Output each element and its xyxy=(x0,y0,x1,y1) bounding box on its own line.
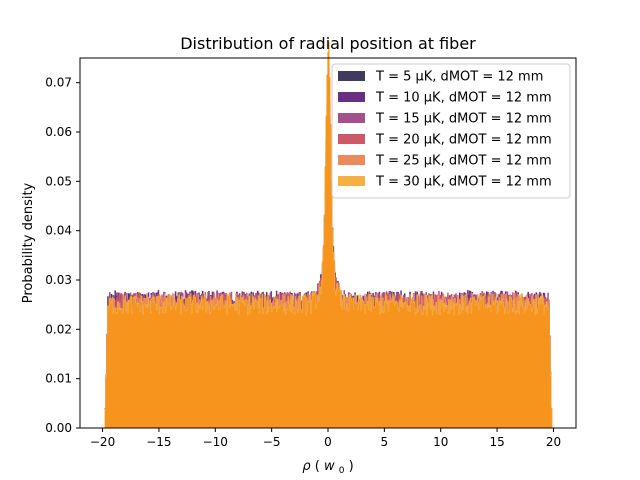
legend-label: T = 5 μK, dMOT = 12 mm xyxy=(375,70,543,85)
legend-label: T = 20 μK, dMOT = 12 mm xyxy=(375,133,552,148)
x-tick-label: 10 xyxy=(433,435,448,449)
x-tick-label: 15 xyxy=(489,435,504,449)
y-tick-label: 0.03 xyxy=(45,273,72,287)
series-bars-6 xyxy=(104,41,553,429)
x-axis-ticks: −20 −15 −10 −5 0 5 10 15 20 xyxy=(90,428,561,449)
x-axis-label-close-paren: ) xyxy=(349,459,354,474)
legend-label: T = 15 μK, dMOT = 12 mm xyxy=(375,112,552,127)
legend-label: T = 30 μK, dMOT = 12 mm xyxy=(375,175,552,190)
y-tick-label: 0.01 xyxy=(45,372,72,386)
legend-swatch xyxy=(338,71,365,81)
x-tick-label: −20 xyxy=(90,435,115,449)
series-histogram-6 xyxy=(104,41,553,429)
legend-swatch xyxy=(338,155,365,165)
legend-swatch xyxy=(338,134,365,144)
legend-label: T = 10 μK, dMOT = 12 mm xyxy=(375,91,552,106)
x-axis-label-symbol: ρ xyxy=(302,459,311,474)
y-tick-label: 0.06 xyxy=(45,125,72,139)
chart-title: Distribution of radial position at fiber xyxy=(180,34,476,53)
legend-label: T = 25 μK, dMOT = 12 mm xyxy=(375,154,552,169)
y-tick-label: 0.02 xyxy=(45,322,72,336)
legend: T = 5 μK, dMOT = 12 mm T = 10 μK, dMOT = … xyxy=(331,63,571,199)
x-tick-label: −5 xyxy=(263,435,281,449)
y-tick-label: 0.05 xyxy=(45,174,72,188)
legend-box xyxy=(331,63,571,199)
y-tick-label: 0.04 xyxy=(45,224,72,238)
x-tick-label: 20 xyxy=(546,435,561,449)
y-tick-label: 0.07 xyxy=(45,76,72,90)
x-tick-label: 5 xyxy=(381,435,389,449)
x-axis-label: ρ ( w 0 ) xyxy=(302,459,353,477)
x-tick-label: −15 xyxy=(146,435,171,449)
x-tick-label: 0 xyxy=(324,435,332,449)
x-axis-label-unit: w xyxy=(324,459,335,474)
legend-swatch xyxy=(338,176,365,186)
y-axis-label: Probability density xyxy=(21,182,36,303)
histogram-bars xyxy=(104,41,553,429)
y-tick-label: 0.00 xyxy=(45,421,72,435)
legend-swatch xyxy=(338,92,365,102)
x-axis-label-open-paren: ( xyxy=(315,459,320,474)
x-tick-label: −10 xyxy=(203,435,228,449)
x-axis-label-unit-subscript: 0 xyxy=(339,466,345,476)
legend-swatch xyxy=(338,113,365,123)
y-axis-ticks: 0.00 0.01 0.02 0.03 0.04 0.05 0.06 0.07 xyxy=(45,76,80,435)
